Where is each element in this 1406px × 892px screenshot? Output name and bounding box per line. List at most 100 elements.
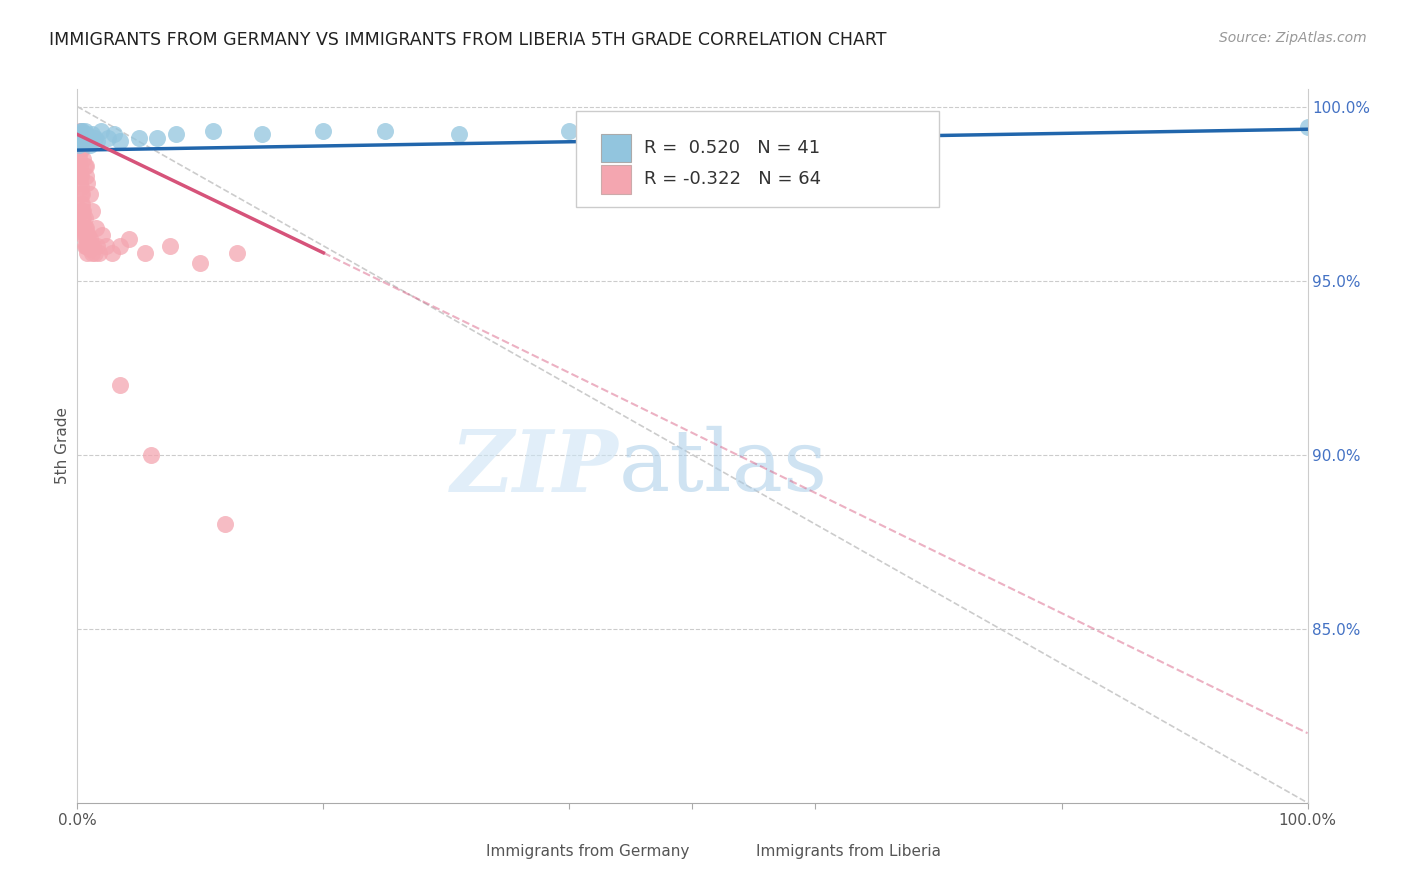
Point: [72, 204, 94, 219]
Point: [128, 131, 150, 145]
Point: [75, 228, 97, 243]
Point: [72, 152, 94, 166]
Point: [141, 448, 163, 462]
Point: [73, 159, 96, 173]
FancyBboxPatch shape: [716, 838, 745, 864]
Point: [118, 232, 141, 246]
Point: [86, 135, 108, 149]
Point: [70, 197, 93, 211]
Point: [101, 245, 124, 260]
Point: [72, 228, 94, 243]
Point: [312, 124, 335, 138]
Point: [69, 128, 91, 142]
Point: [79, 137, 101, 152]
Point: [72, 221, 94, 235]
FancyBboxPatch shape: [446, 838, 475, 864]
Text: R = -0.322   N = 64: R = -0.322 N = 64: [644, 170, 821, 188]
Point: [79, 186, 101, 201]
Point: [73, 228, 96, 243]
Point: [69, 135, 91, 149]
Point: [69, 169, 91, 184]
Point: [1296, 120, 1319, 135]
Point: [70, 221, 93, 235]
Point: [69, 124, 91, 138]
Point: [69, 145, 91, 159]
Point: [70, 124, 93, 138]
Point: [70, 186, 93, 201]
Point: [82, 128, 104, 142]
Text: Immigrants from Liberia: Immigrants from Liberia: [756, 844, 942, 859]
Point: [75, 128, 97, 142]
Point: [90, 124, 112, 138]
Point: [201, 124, 224, 138]
Point: [79, 243, 101, 257]
Point: [70, 179, 93, 194]
Point: [250, 128, 273, 142]
Point: [76, 245, 98, 260]
Point: [82, 239, 104, 253]
FancyBboxPatch shape: [602, 134, 631, 162]
Point: [214, 517, 236, 532]
Point: [73, 239, 96, 253]
Point: [72, 135, 94, 149]
Point: [72, 211, 94, 225]
Point: [69, 176, 91, 190]
Point: [67, 152, 90, 166]
Point: [110, 239, 132, 253]
Point: [70, 214, 93, 228]
Point: [69, 159, 91, 173]
Point: [76, 228, 98, 243]
Point: [73, 124, 96, 138]
Point: [67, 137, 90, 152]
Point: [70, 204, 93, 219]
Point: [75, 239, 97, 253]
Point: [77, 131, 100, 145]
Point: [73, 221, 96, 235]
Point: [73, 135, 96, 149]
Point: [103, 128, 125, 142]
FancyBboxPatch shape: [602, 165, 631, 194]
Point: [70, 141, 93, 155]
Point: [558, 124, 581, 138]
Point: [79, 232, 101, 246]
Point: [89, 245, 111, 260]
Point: [83, 131, 105, 145]
Point: [82, 245, 104, 260]
Point: [70, 135, 93, 149]
Point: [134, 245, 156, 260]
Point: [70, 197, 93, 211]
Point: [80, 135, 103, 149]
Text: R =  0.520   N = 41: R = 0.520 N = 41: [644, 139, 821, 157]
Point: [70, 124, 93, 138]
Point: [72, 131, 94, 145]
Point: [70, 135, 93, 149]
Point: [70, 169, 93, 184]
Point: [110, 378, 132, 392]
Text: atlas: atlas: [619, 425, 828, 509]
Point: [67, 141, 90, 155]
Point: [159, 239, 181, 253]
Point: [374, 124, 396, 138]
Point: [75, 135, 97, 149]
Point: [110, 135, 132, 149]
Text: ZIP: ZIP: [451, 425, 619, 509]
Point: [165, 128, 187, 142]
Point: [86, 239, 108, 253]
Point: [94, 239, 117, 253]
Point: [70, 131, 93, 145]
Point: [67, 135, 90, 149]
Point: [76, 135, 98, 149]
Point: [70, 204, 93, 219]
Point: [70, 131, 93, 145]
Point: [146, 131, 169, 145]
Point: [75, 221, 97, 235]
Text: IMMIGRANTS FROM GERMANY VS IMMIGRANTS FROM LIBERIA 5TH GRADE CORRELATION CHART: IMMIGRANTS FROM GERMANY VS IMMIGRANTS FR…: [49, 31, 887, 49]
Point: [76, 176, 98, 190]
Point: [76, 239, 98, 253]
Point: [83, 245, 105, 260]
Point: [70, 135, 93, 149]
Point: [75, 169, 97, 184]
Point: [77, 239, 100, 253]
Point: [97, 131, 120, 145]
Point: [72, 128, 94, 142]
